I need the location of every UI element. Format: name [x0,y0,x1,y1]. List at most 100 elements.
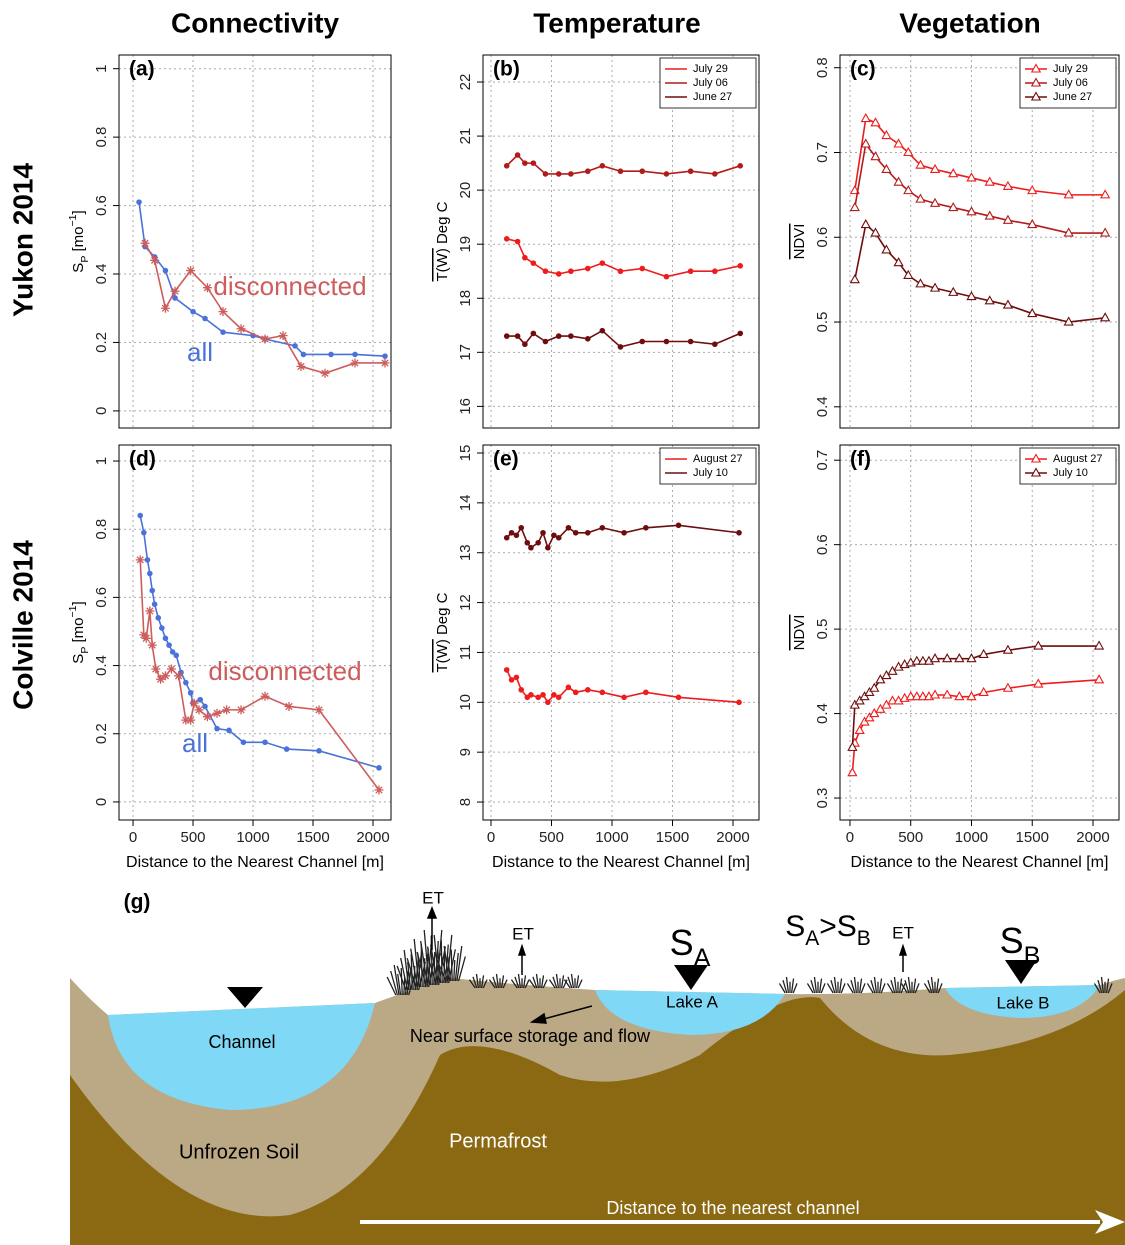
point [565,684,572,691]
point [978,686,989,697]
point [1100,227,1111,237]
point [1033,678,1044,688]
label-part: [mo [70,617,87,646]
point [929,282,941,292]
legend-label: July 29 [693,63,728,75]
grass-tuft [528,973,548,989]
row-title: Yukon 2014 [7,163,38,318]
point [214,725,220,732]
point [584,265,591,272]
x-tick-label: 1500 [1016,829,1049,846]
point [162,635,169,642]
label-part: P [79,256,91,263]
point [528,544,534,551]
panel-label: (b) [493,58,520,81]
y-tick-label: 22 [457,74,474,91]
series-line [854,117,1106,196]
point [278,331,288,341]
point [162,267,169,274]
point [320,368,330,378]
point [854,724,865,735]
chart: 0 500 1000 1500 2000 8 9 10 11 12 13 14 15 (e) T(W) De… [434,444,760,871]
y-tick-label: 0.2 [93,332,110,353]
y-axis-label: NDVI [791,224,808,260]
y-tick-label: 10 [457,694,474,711]
point [169,649,176,655]
y-tick-label: 0.7 [814,450,831,471]
point [314,705,324,715]
point [181,715,191,725]
plot-frame [118,444,392,821]
column-title: Vegetation [899,7,1041,38]
point [222,705,232,715]
point [911,691,922,701]
point [1100,312,1111,322]
y-tick-label: 0.6 [93,195,110,216]
point [186,715,196,725]
point [528,692,534,698]
chart: 0 0.2 0.4 0.6 0.8 1 (a) SP [mo−1] all disconnecte… [67,54,392,429]
point [518,524,525,531]
point [530,160,537,166]
x-tick-label: 1500 [296,829,329,846]
point [555,534,562,541]
legend-label: July 06 [1053,77,1088,89]
point [202,703,208,710]
point [1093,674,1105,684]
point [535,539,541,546]
point [136,199,142,205]
y-tick-label: 9 [457,748,474,756]
label-part: B [857,927,871,950]
panel-label: (e) [493,448,519,471]
point [151,601,158,608]
y-tick-label: 0 [93,407,110,415]
point [260,334,270,344]
point [166,664,176,674]
y-tick-label: 0.6 [814,534,831,555]
point [663,338,670,345]
plot-frame [839,444,1120,821]
column-title: Temperature [533,7,701,38]
plot-frame [482,444,760,821]
point [503,534,510,541]
point [903,185,914,195]
soil-label: Unfrozen Soil [179,1141,299,1163]
point [156,674,166,684]
point [860,218,871,229]
point [1002,214,1014,224]
point [984,210,995,220]
point [736,529,742,536]
point [503,667,510,673]
grass-tuft [923,976,943,994]
grass-tuft [866,976,886,994]
distance-arrow [360,1210,1125,1234]
point [135,555,145,565]
point [903,146,914,157]
point [197,696,204,703]
point [1063,189,1074,199]
storage-compare: SA>SB [785,910,871,950]
point [893,257,904,267]
label-part: A [694,944,711,972]
chart: 0.4 0.5 0.6 0.7 0.8 (c) NDVI July 29 July 06 June… [791,54,1120,429]
point [1100,189,1111,199]
x-tick-label: 1000 [595,829,628,846]
distance-label: Distance to the nearest channel [606,1198,859,1218]
point [1063,227,1074,237]
point [617,168,624,175]
label-part: S [70,654,87,664]
y-tick-label: 17 [457,344,474,361]
point [917,655,929,665]
grass-tuft [826,976,846,994]
point [173,652,180,659]
y-tick-label: 16 [457,398,474,415]
y-tick-label: 0.8 [93,127,110,148]
y-axis-label: T(W) Deg C [434,592,451,672]
series-label: disconnected [213,271,366,301]
label-part: [mo [70,226,87,255]
y-tick-label: 8 [457,798,474,806]
legend-marker [1030,467,1042,477]
point [542,338,549,345]
point [147,570,153,577]
y-tick-label: 0.5 [814,619,831,640]
